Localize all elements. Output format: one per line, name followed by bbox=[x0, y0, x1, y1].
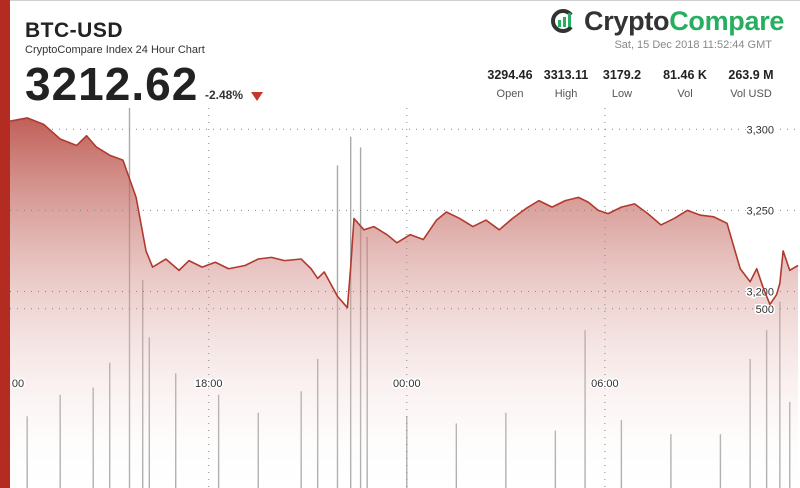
stat-low-value: 3179.2 bbox=[602, 68, 642, 82]
stat-vol-value: 81.46 K bbox=[663, 68, 707, 82]
stat-high-value: 3313.11 bbox=[543, 68, 589, 82]
logo-text-crypto: Crypto bbox=[584, 5, 670, 36]
y-tick-label: 3,200 bbox=[746, 286, 774, 298]
top-divider bbox=[10, 0, 800, 1]
y-tick-label: 3,300 bbox=[746, 124, 774, 136]
cryptocompare-logo-icon bbox=[551, 9, 573, 33]
pair-title: BTC-USD bbox=[25, 19, 123, 42]
logo-text-compare: Compare bbox=[669, 5, 785, 36]
x-tick-label: 06:00 bbox=[591, 378, 619, 390]
stat-vol-usd-label: Vol USD bbox=[730, 88, 772, 100]
accent-bar bbox=[0, 0, 10, 488]
stat-vol: 81.46 K Vol bbox=[650, 68, 720, 100]
stat-open-value: 3294.46 bbox=[487, 68, 533, 82]
price-area bbox=[10, 117, 798, 488]
x-tick-label: 00 bbox=[12, 378, 24, 390]
volume-tick-label: 500 bbox=[756, 304, 774, 316]
stat-low: 3179.2 Low bbox=[594, 68, 650, 100]
stat-open-label: Open bbox=[496, 88, 524, 100]
x-tick-label: 00:00 bbox=[393, 378, 421, 390]
stat-vol-usd: 263.9 M Vol USD bbox=[720, 68, 782, 100]
stat-low-label: Low bbox=[611, 88, 633, 100]
price-change: -2.48% bbox=[205, 88, 244, 102]
stat-open: 3294.46 Open bbox=[482, 68, 538, 100]
price-line bbox=[9, 117, 799, 309]
logo-text: CryptoCompare bbox=[584, 6, 784, 37]
chart-subtitle: CryptoCompare Index 24 Hour Chart bbox=[25, 44, 205, 56]
stat-vol-label: Vol bbox=[677, 88, 693, 100]
stat-vol-usd-value: 263.9 M bbox=[728, 68, 774, 82]
down-arrow-icon bbox=[251, 92, 263, 101]
y-tick-label: 3,250 bbox=[746, 205, 774, 217]
timestamp: Sat, 15 Dec 2018 11:52:44 GMT bbox=[614, 39, 772, 51]
stat-high-label: High bbox=[554, 88, 578, 100]
current-price: 3212.62 bbox=[25, 58, 199, 110]
cryptocompare-logo[interactable]: CryptoCompare bbox=[548, 6, 784, 36]
x-tick-label: 18:00 bbox=[195, 378, 223, 390]
stats-row: 3294.46 Open 3313.11 High 3179.2 Low 81.… bbox=[482, 68, 782, 100]
stat-high: 3313.11 High bbox=[538, 68, 594, 100]
